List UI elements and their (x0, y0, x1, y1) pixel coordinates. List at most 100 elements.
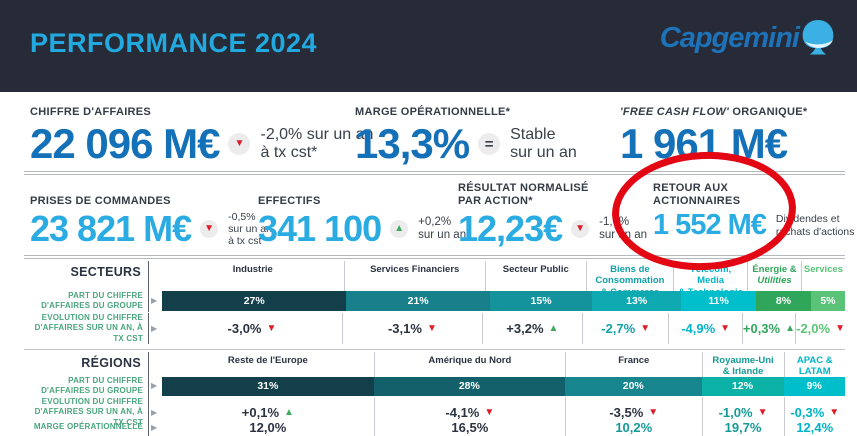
regions-table: RÉGIONS Reste de l'Europe Amérique du No… (24, 349, 845, 436)
region-column-header: APAC & LATAM (783, 352, 845, 381)
sector-column-header: Services (800, 261, 845, 302)
regions-share-row: PART DU CHIFFRE D'AFFAIRES DU GROUPE ▶ 3… (24, 376, 845, 397)
kpi-label: RÉSULTAT NORMALISÉ PAR ACTION* (458, 181, 589, 207)
row-marker-icon: ▶ (151, 422, 158, 432)
label-divider: ▶ (148, 397, 162, 429)
kpi-resultat-normalise: RÉSULTAT NORMALISÉ PAR ACTION* 12,23€ ▼ … (458, 175, 647, 247)
page-title: PERFORMANCE 2024 (30, 28, 318, 58)
share-bar-segment: 28% (373, 376, 565, 396)
regions-evolution-row: EVOLUTION DU CHIFFRE D'AFFAIRES SUR UN A… (24, 395, 845, 429)
separator (24, 171, 845, 175)
sector-column-header: Services Financiers (343, 261, 485, 302)
regions-header-row: RÉGIONS Reste de l'Europe Amérique du No… (24, 352, 845, 381)
evolution-value: -4,9% ▼ (668, 313, 741, 345)
kpi-note: +0,2% sur un an (418, 215, 467, 241)
share-bar-segment: 13% (592, 291, 682, 312)
kpi-label: PRISES DE COMMANDES (30, 194, 171, 207)
trend-arrow-icon: ▼ (757, 407, 768, 419)
trend-arrow-icon: ▲ (548, 323, 559, 335)
marge-value: 12,0% (249, 420, 287, 435)
kpi-free-cash-flow: 'FREE CASH FLOW' ORGANIQUE* 1 961 M€ (620, 92, 808, 165)
kpi-label: RETOUR AUX ACTIONNAIRES (653, 181, 741, 207)
kpi-chiffre-daffaires: CHIFFRE D'AFFAIRES 22 096 M€ ▼ -2,0% sur… (30, 92, 373, 165)
trend-arrow-icon: ▼ (835, 323, 845, 335)
trend-up-icon: ▲ (390, 220, 409, 238)
kpi-note: Stable sur un an (510, 125, 577, 161)
sector-column-header: Industrie (232, 264, 273, 275)
kpi-value: 12,23€ (458, 208, 563, 249)
sector-column-header: Énergie & Utilities (747, 261, 801, 302)
kpi-note: -1,7% sur un an (599, 215, 648, 241)
evolution-value: -2,0% ▼ (795, 313, 845, 345)
trend-equal-icon: = (478, 133, 501, 155)
row-label: MARGE OPÉRATIONNELLE (33, 422, 143, 432)
secteurs-share-row: PART DU CHIFFRE D'AFFAIRES DU GROUPE ▶ 2… (24, 291, 845, 312)
evolution-value: -2,7% ▼ (581, 313, 669, 345)
share-bar-segment: 31% (162, 376, 374, 396)
label-divider: ▶ (148, 376, 162, 397)
region-column-header: Reste de l'Europe (227, 355, 308, 366)
kpi-value: 22 096 M€ (30, 120, 220, 167)
evolution-value: -4,1% ▼ (373, 397, 565, 429)
kpi-label: MARGE OPÉRATIONNELLE* (355, 106, 511, 118)
marge-value: 19,7% (701, 418, 784, 436)
kpi-note: -0,5% sur un an à tx cst (228, 211, 272, 248)
table-title: RÉGIONS (81, 356, 141, 370)
kpi-row-primary: CHIFFRE D'AFFAIRES 22 096 M€ ▼ -2,0% sur… (0, 92, 857, 171)
marge-value: 10,2% (564, 418, 702, 436)
row-label: EVOLUTION DU CHIFFRE D'AFFAIRES SUR UN A… (34, 313, 143, 343)
row-marker-icon: ▶ (151, 407, 158, 417)
kpi-value: 1 961 M€ (620, 120, 788, 167)
kpi-label: CHIFFRE D'AFFAIRES (30, 106, 152, 118)
kpi-retour-actionnaires: RETOUR AUX ACTIONNAIRES 1 552 M€ Dividen… (653, 175, 854, 240)
evolution-value: -3,1% ▼ (341, 313, 482, 345)
trend-down-icon: ▼ (200, 220, 219, 239)
secteurs-evolution-row: EVOLUTION DU CHIFFRE D'AFFAIRES SUR UN A… (24, 311, 845, 345)
kpi-label: EFFECTIFS (258, 194, 321, 207)
share-bar-segment: 9% (783, 376, 845, 396)
label-divider: ▶ (148, 313, 162, 345)
share-bar-segment: 11% (681, 291, 757, 312)
marge-value: 16,5% (373, 418, 565, 436)
capgemini-logo-text: Capgemini (659, 22, 800, 54)
kpi-value: 1 552 M€ (653, 209, 767, 241)
kpi-row-secondary: PRISES DE COMMANDES 23 821 M€ ▼ -0,5% su… (0, 175, 857, 255)
kpi-note: -2,0% sur un an à tx cst* (260, 125, 374, 161)
share-bar-segment: 12% (701, 376, 784, 396)
kpi-effectifs: EFFECTIFS 341 100 ▲ +0,2% sur un an (258, 175, 466, 247)
row-marker-icon: ▶ (151, 296, 158, 306)
kpi-note: Dividendes et rachats d'actions (775, 213, 855, 238)
trend-down-icon: ▼ (228, 133, 251, 155)
share-bar-segment: 8% (756, 291, 811, 312)
label-divider (148, 352, 162, 378)
evolution-value: -1,0% ▼ (701, 397, 784, 429)
share-bar-segment: 27% (162, 291, 347, 312)
share-bar-segment: 21% (346, 291, 490, 312)
header-bar: PERFORMANCE 2024 Capgemini (0, 0, 857, 92)
trend-arrow-icon: ▼ (426, 323, 437, 335)
kpi-value: 13,3% (355, 120, 470, 167)
row-marker-icon: ▶ (151, 323, 158, 333)
trend-arrow-icon: ▼ (648, 407, 659, 419)
kpi-value: 341 100 (258, 208, 382, 249)
share-bar-segment: 5% (810, 291, 845, 312)
trend-arrow-icon: ▼ (720, 323, 731, 335)
secteurs-table: SECTEURS Industrie Services Financiers S… (24, 261, 845, 345)
kpi-value: 23 821 M€ (30, 208, 192, 250)
label-divider: ▶ (148, 291, 162, 312)
row-marker-icon: ▶ (151, 381, 158, 391)
region-column-header: France (564, 352, 702, 381)
kpi-prises-de-commandes: PRISES DE COMMANDES 23 821 M€ ▼ -0,5% su… (30, 175, 272, 247)
kpi-marge-operationnelle: MARGE OPÉRATIONNELLE* 13,3% = Stable sur… (355, 92, 577, 165)
row-label: EVOLUTION DU CHIFFRE D'AFFAIRES SUR UN A… (34, 397, 143, 427)
trend-arrow-icon: ▲ (284, 407, 294, 419)
capgemini-logo: Capgemini (659, 19, 835, 55)
marge-value: 12,4% (783, 418, 845, 436)
label-divider (148, 261, 162, 299)
regions-marge-row: MARGE OPÉRATIONNELLE ▶ 12,0% 16,5% 10,2%… (24, 418, 845, 436)
evolution-value: -3,5% ▼ (564, 397, 702, 429)
evolution-value: +0,1% ▲ (241, 405, 294, 421)
share-bar-segment: 20% (564, 376, 702, 396)
region-column-header: Amérique du Nord (373, 352, 565, 381)
